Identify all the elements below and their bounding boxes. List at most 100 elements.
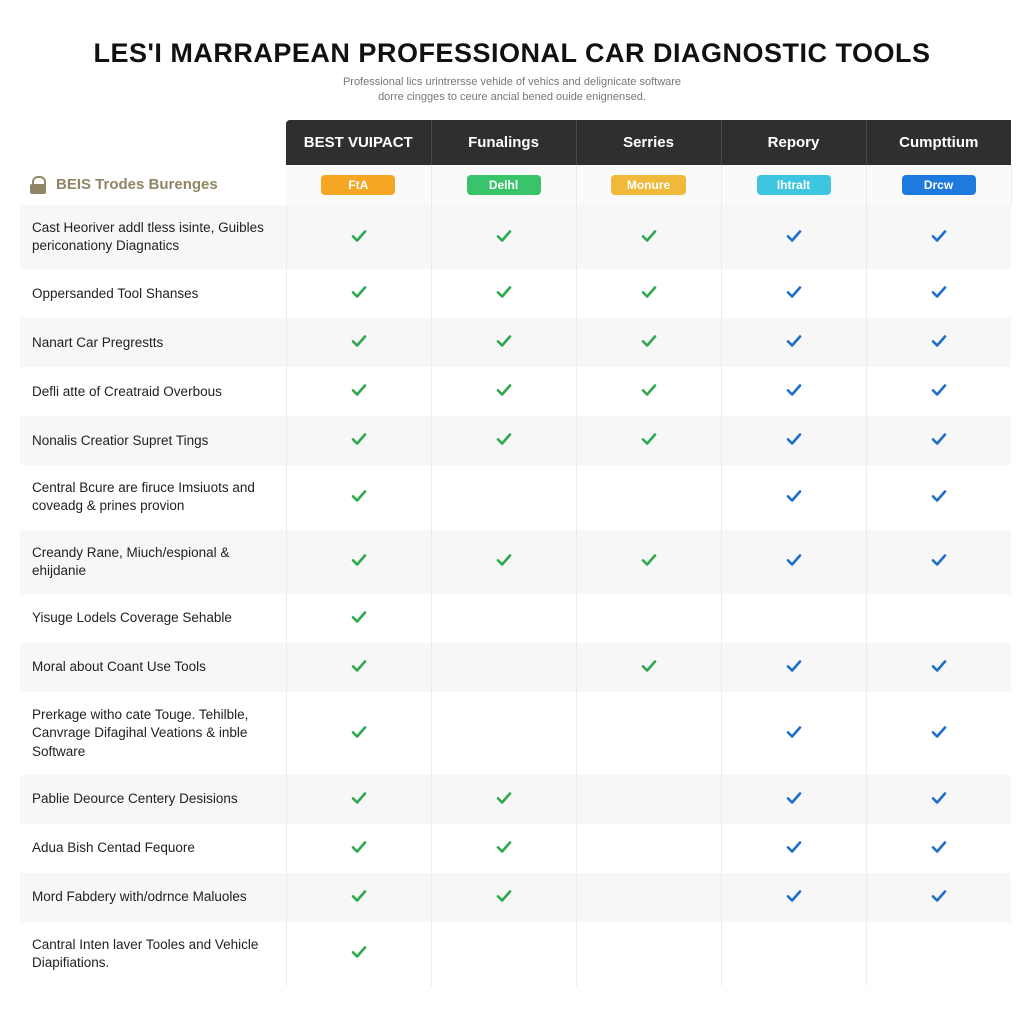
feature-cell bbox=[431, 775, 576, 824]
check-icon bbox=[495, 551, 513, 569]
feature-cell bbox=[721, 922, 866, 986]
row-label: Prerkage witho cate Touge. Tehilble, Can… bbox=[20, 692, 286, 775]
table-row: Nonalis Creatior Supret Tings bbox=[20, 416, 1011, 465]
col-header-4: Cumpttium bbox=[866, 120, 1011, 165]
check-icon bbox=[785, 657, 803, 675]
feature-cell bbox=[431, 922, 576, 986]
check-icon bbox=[640, 283, 658, 301]
check-icon bbox=[350, 838, 368, 856]
table-row: Pablie Deource Centery Desisions bbox=[20, 775, 1011, 824]
row-label: Central Bcure are firuce Imsiuots and co… bbox=[20, 465, 286, 529]
feature-cell bbox=[576, 775, 721, 824]
row-label: Nonalis Creatior Supret Tings bbox=[20, 416, 286, 465]
check-icon bbox=[495, 887, 513, 905]
row-label: Defli atte of Creatraid Overbous bbox=[20, 367, 286, 416]
feature-cell bbox=[721, 873, 866, 922]
feature-cell bbox=[286, 873, 431, 922]
table-row: Creandy Rane, Miuch/espional & ehijdanie bbox=[20, 530, 1011, 594]
check-icon bbox=[930, 657, 948, 675]
feature-cell bbox=[866, 692, 1011, 775]
check-icon bbox=[930, 381, 948, 399]
check-icon bbox=[350, 227, 368, 245]
feature-cell bbox=[286, 594, 431, 643]
table-row: Prerkage witho cate Touge. Tehilble, Can… bbox=[20, 692, 1011, 775]
category-label: BEIS Trodes Burenges bbox=[30, 176, 280, 194]
row-label: Yisuge Lodels Coverage Sehable bbox=[20, 594, 286, 643]
feature-cell bbox=[576, 530, 721, 594]
feature-cell bbox=[286, 416, 431, 465]
check-icon bbox=[930, 227, 948, 245]
feature-cell bbox=[431, 692, 576, 775]
feature-cell bbox=[576, 465, 721, 529]
check-icon bbox=[495, 789, 513, 807]
row-label: Pablie Deource Centery Desisions bbox=[20, 775, 286, 824]
check-icon bbox=[350, 551, 368, 569]
feature-cell bbox=[431, 367, 576, 416]
feature-cell bbox=[721, 205, 866, 269]
feature-cell bbox=[286, 824, 431, 873]
table-header-row: BEST VUIPACT Funalings Serries Repory Cu… bbox=[20, 120, 1011, 165]
feature-cell bbox=[866, 775, 1011, 824]
check-icon bbox=[930, 283, 948, 301]
feature-cell bbox=[721, 367, 866, 416]
col-header-3: Repory bbox=[721, 120, 866, 165]
feature-cell bbox=[431, 530, 576, 594]
badge-2[interactable]: Monure bbox=[611, 175, 686, 195]
feature-cell bbox=[721, 824, 866, 873]
feature-cell bbox=[576, 873, 721, 922]
feature-cell bbox=[576, 643, 721, 692]
check-icon bbox=[495, 283, 513, 301]
table-row: Central Bcure are firuce Imsiuots and co… bbox=[20, 465, 1011, 529]
check-icon bbox=[640, 332, 658, 350]
check-icon bbox=[350, 283, 368, 301]
check-icon bbox=[785, 789, 803, 807]
badge-3[interactable]: Ihtralt bbox=[757, 175, 831, 195]
feature-cell bbox=[866, 922, 1011, 986]
feature-cell bbox=[866, 367, 1011, 416]
check-icon bbox=[785, 838, 803, 856]
feature-cell bbox=[431, 873, 576, 922]
feature-cell bbox=[286, 465, 431, 529]
badge-0[interactable]: FtA bbox=[321, 175, 395, 195]
feature-cell bbox=[286, 367, 431, 416]
feature-cell bbox=[721, 318, 866, 367]
lock-icon bbox=[30, 176, 46, 194]
check-icon bbox=[495, 381, 513, 399]
check-icon bbox=[930, 430, 948, 448]
check-icon bbox=[930, 789, 948, 807]
check-icon bbox=[785, 227, 803, 245]
check-icon bbox=[350, 430, 368, 448]
check-icon bbox=[930, 838, 948, 856]
check-icon bbox=[350, 381, 368, 399]
check-icon bbox=[930, 551, 948, 569]
col-header-2: Serries bbox=[576, 120, 721, 165]
feature-cell bbox=[721, 775, 866, 824]
feature-cell bbox=[431, 643, 576, 692]
row-label: Cantral Inten laver Tooles and Vehicle D… bbox=[20, 922, 286, 986]
check-icon bbox=[350, 943, 368, 961]
check-icon bbox=[785, 381, 803, 399]
feature-cell bbox=[866, 416, 1011, 465]
feature-cell bbox=[286, 205, 431, 269]
comparison-table: BEST VUIPACT Funalings Serries Repory Cu… bbox=[20, 120, 1012, 986]
table-row: Yisuge Lodels Coverage Sehable bbox=[20, 594, 1011, 643]
badge-4[interactable]: Drcw bbox=[902, 175, 976, 195]
check-icon bbox=[930, 723, 948, 741]
check-icon bbox=[785, 887, 803, 905]
feature-cell bbox=[721, 692, 866, 775]
feature-cell bbox=[286, 692, 431, 775]
badge-1[interactable]: Delhl bbox=[467, 175, 541, 195]
table-row: Cantral Inten laver Tooles and Vehicle D… bbox=[20, 922, 1011, 986]
feature-cell bbox=[721, 530, 866, 594]
check-icon bbox=[350, 789, 368, 807]
table-row: Adua Bish Centad Fequore bbox=[20, 824, 1011, 873]
check-icon bbox=[785, 430, 803, 448]
check-icon bbox=[640, 430, 658, 448]
col-header-0: BEST VUIPACT bbox=[286, 120, 431, 165]
feature-cell bbox=[866, 269, 1011, 318]
feature-cell bbox=[721, 594, 866, 643]
feature-cell bbox=[576, 594, 721, 643]
check-icon bbox=[350, 487, 368, 505]
feature-cell bbox=[866, 530, 1011, 594]
feature-cell bbox=[286, 269, 431, 318]
